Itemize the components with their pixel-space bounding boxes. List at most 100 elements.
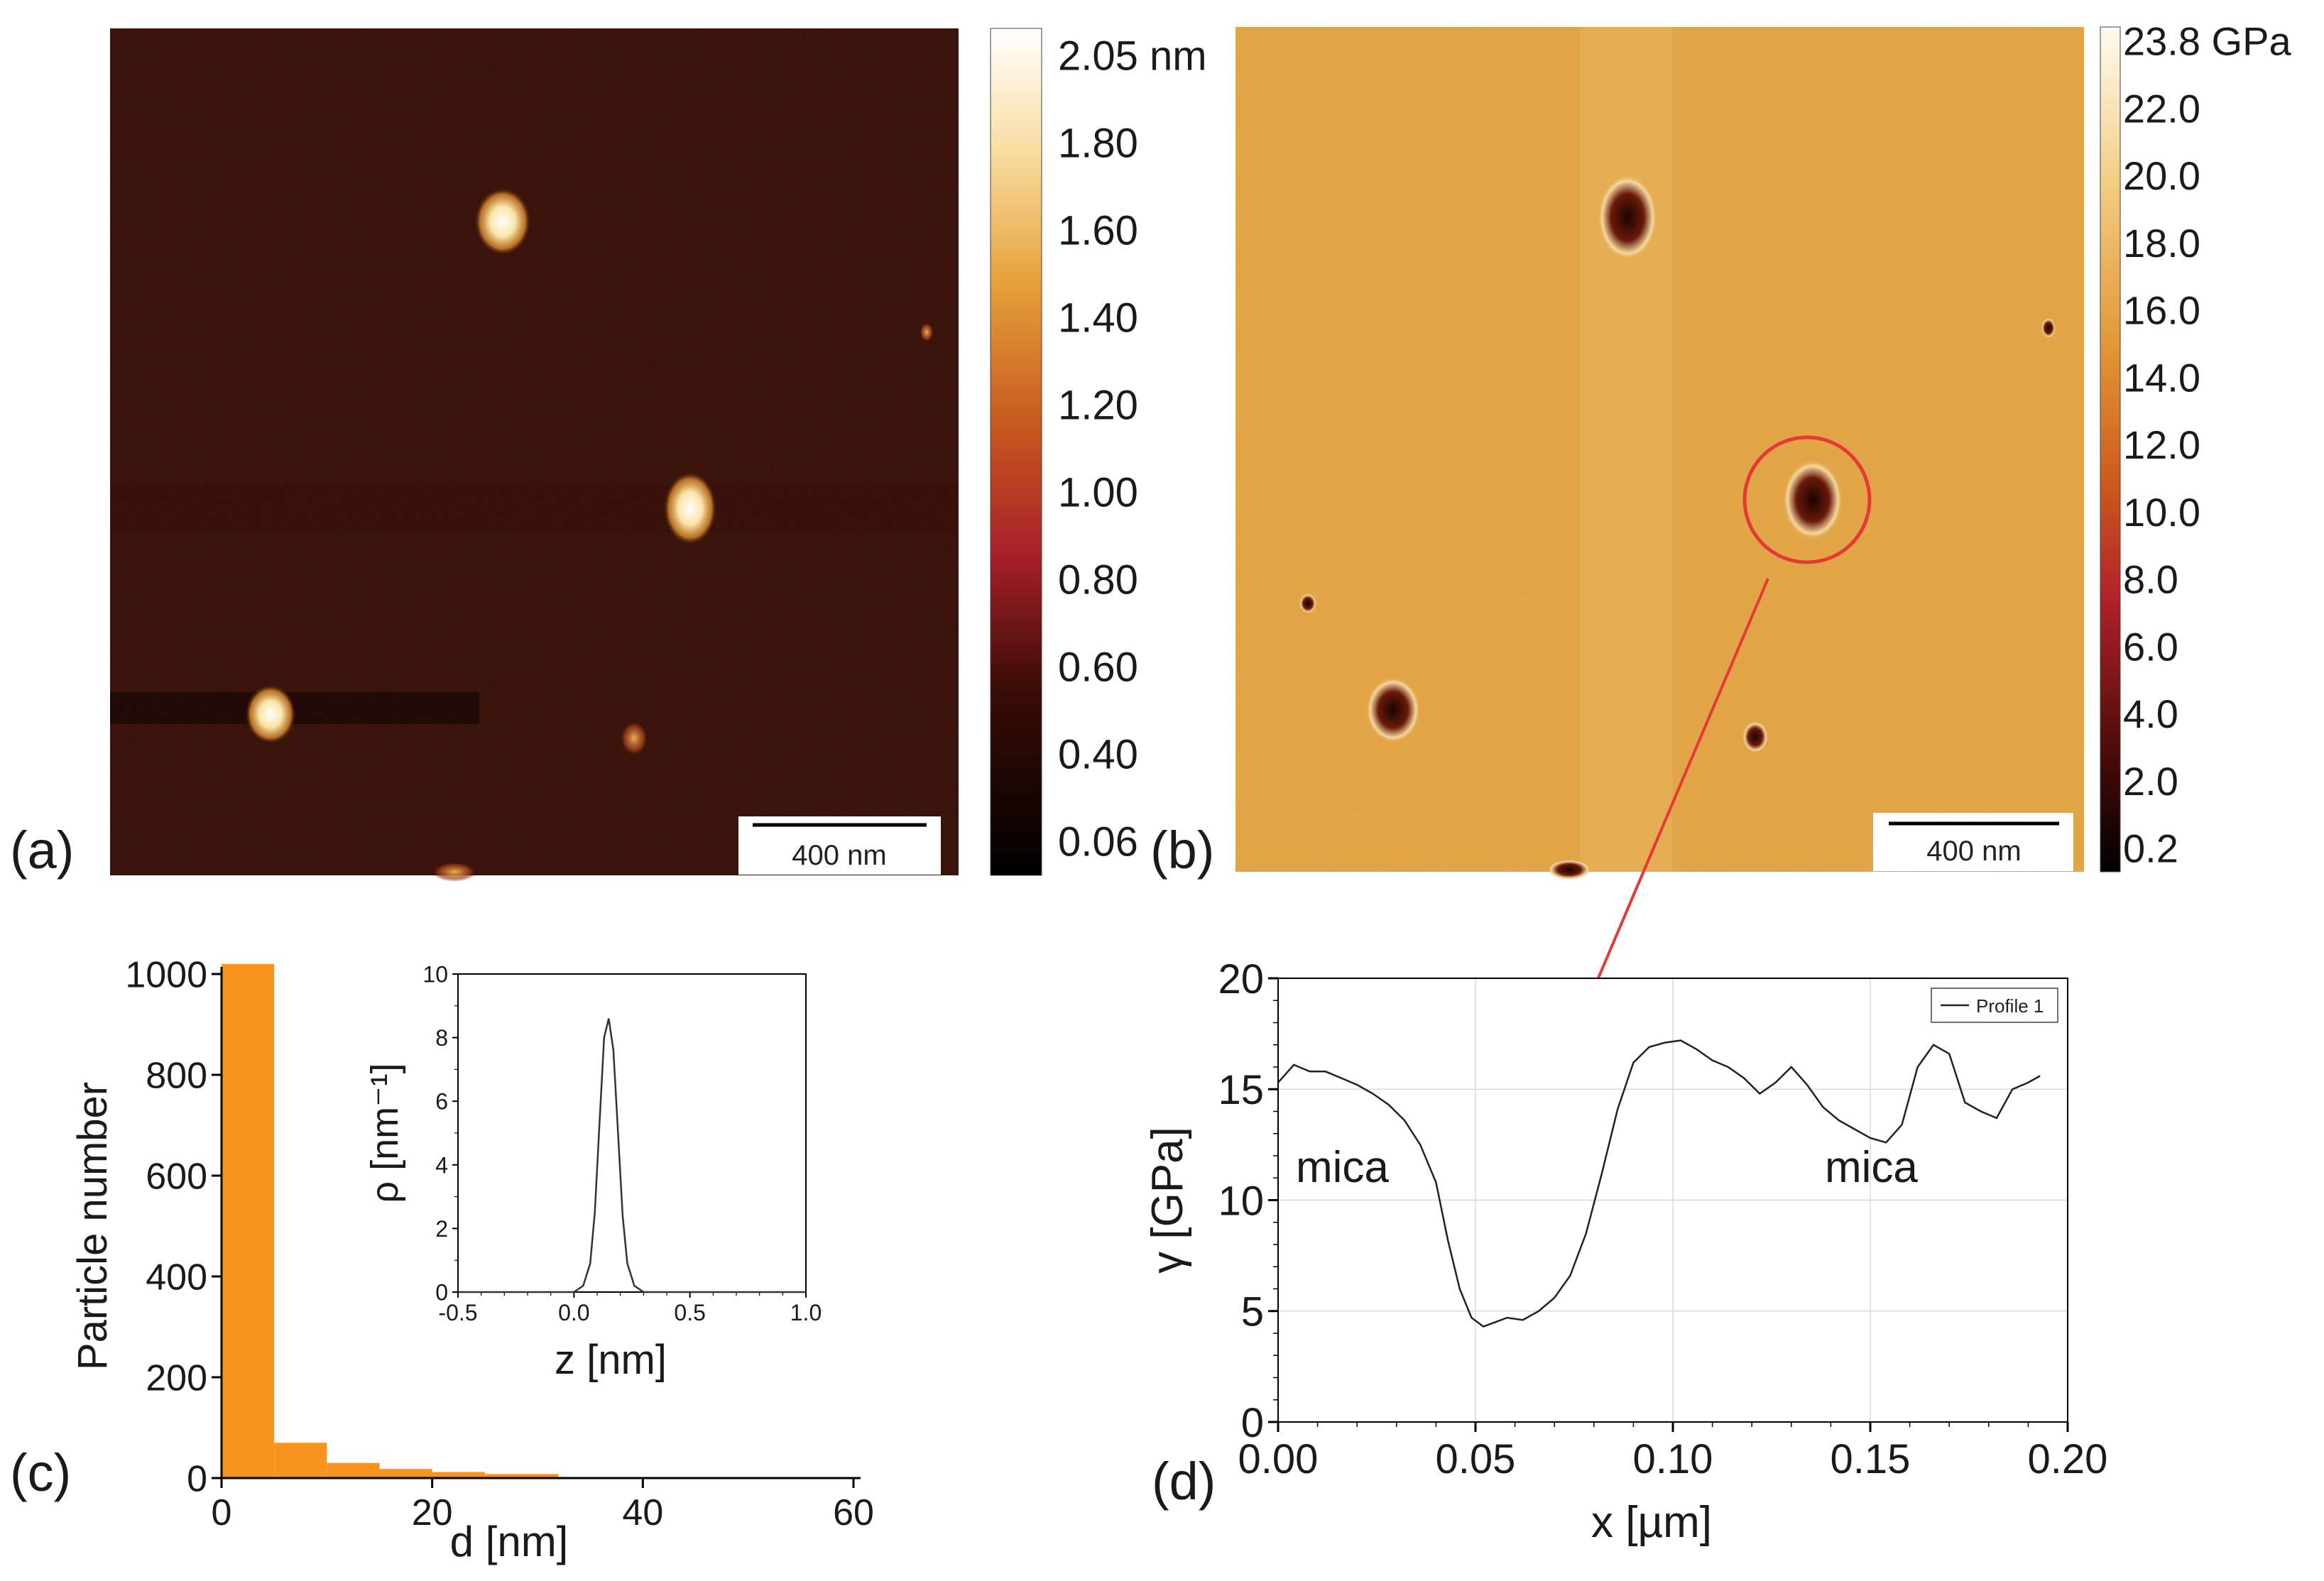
scale-bar: 400 nm	[738, 816, 941, 875]
colorbar-tick-label: 16.0	[2123, 288, 2200, 333]
x-tick-label: 20	[412, 1492, 453, 1533]
y-axis-label: γ [GPa]	[1143, 1127, 1192, 1274]
inset-x-axis-label: z [nm]	[555, 1337, 667, 1383]
particle	[920, 322, 934, 342]
particle	[663, 471, 717, 545]
y-tick-label: 400	[146, 1257, 207, 1298]
y-axis-label: Particle number	[70, 1082, 116, 1370]
colorbar-tick-label: 1.00	[1058, 469, 1138, 515]
panel-label-c: (c)	[10, 1443, 71, 1502]
pit	[1598, 175, 1657, 260]
y-tick-label: 800	[146, 1056, 207, 1097]
colorbar-tick-label: 22.0	[2123, 86, 2200, 131]
profile-line	[1277, 1039, 2041, 1328]
histogram-bar	[327, 1462, 380, 1478]
pit	[1742, 721, 1768, 753]
x-axis-label: d [nm]	[450, 1518, 569, 1565]
x-tick-label: 0.5	[674, 1300, 705, 1325]
x-axis-label: x [µm]	[1591, 1498, 1712, 1547]
pit	[1299, 593, 1316, 613]
x-tick-label: 0.15	[1831, 1436, 1911, 1482]
scale-bar-label: 400 nm	[792, 840, 886, 871]
x-tick-label: 0.05	[1436, 1436, 1516, 1482]
colorbar-tick-label: 4.0	[2123, 691, 2178, 736]
y-tick-label: 200	[146, 1358, 207, 1399]
colorbar-tick-label: 12.0	[2123, 422, 2200, 467]
colorbar-tick-label: 1.20	[1058, 382, 1138, 428]
y-tick-label: 5	[1241, 1289, 1264, 1335]
y-tick-label: 4	[435, 1152, 448, 1178]
colorbar-tick-label: 6.0	[2123, 624, 2178, 669]
histogram-bar	[484, 1474, 559, 1478]
y-tick-label: 15	[1218, 1067, 1264, 1113]
x-tick-label: 0.00	[1238, 1436, 1319, 1482]
height-map	[110, 28, 959, 882]
annotation-mica-left: mica	[1296, 1143, 1389, 1192]
colorbar-tick-label: 14.0	[2123, 355, 2200, 400]
histogram-bar	[432, 1472, 485, 1478]
colorbar-tick-label: 0.2	[2123, 826, 2178, 871]
panel-label-d: (d)	[1152, 1452, 1216, 1511]
inset-y-axis-label: ρ [nm⁻¹]	[364, 1063, 406, 1203]
x-tick-label: 0.10	[1633, 1436, 1713, 1482]
panel-b: 400 nm (b) 23.8 GPa 22.0 20.0 18.0 16.0 14.0 1…	[1150, 19, 2291, 880]
x-tick-label: 0.20	[2028, 1436, 2108, 1482]
y-tick-label: 10	[422, 962, 448, 988]
colorbar-b: 23.8 GPa 22.0 20.0 18.0 16.0 14.0 12.0 10.0 8.0 6…	[2100, 19, 2291, 872]
panel-label-a: (a)	[10, 821, 74, 880]
y-tick-label: 2	[435, 1216, 448, 1242]
x-tick-label: 1.0	[790, 1300, 822, 1325]
histogram-bar	[222, 963, 275, 1478]
colorbar-tick-label: 10.0	[2123, 490, 2200, 535]
particle	[620, 721, 648, 756]
colorbar-tick-label: 1.80	[1058, 120, 1138, 166]
y-tick-label: 10	[1218, 1178, 1264, 1224]
modulus-map	[1235, 27, 2084, 880]
colorbar-tick-label: 0.06	[1058, 819, 1138, 865]
y-tick-label: 0	[1241, 1400, 1264, 1446]
colorbar-tick-label: 1.40	[1058, 295, 1138, 341]
x-tick-label: -0.5	[438, 1300, 477, 1325]
plot-frame	[1277, 978, 2068, 1423]
histogram-bar	[379, 1469, 432, 1478]
y-tick-label: 20	[1218, 956, 1264, 1002]
colorbar-tick-label: 1.60	[1058, 207, 1138, 253]
colorbar-tick-label: 20.0	[2123, 153, 2200, 198]
histogram-bar	[274, 1443, 327, 1478]
y-tick-label: 600	[146, 1156, 207, 1198]
particle	[245, 684, 296, 744]
annotation-mica-right: mica	[1825, 1143, 1918, 1192]
colorbar-tick-label: 23.8 GPa	[2123, 19, 2291, 64]
panel-a: 400 nm (a) 2.05 nm 1.80 1.60 1.40 1.20 1.00 0.…	[10, 28, 1207, 882]
particle	[432, 862, 477, 882]
colorbar-tick-label: 0.40	[1058, 731, 1138, 777]
scale-bar: 400 nm	[1873, 813, 2073, 871]
y-tick-label: 1000	[125, 955, 207, 996]
x-tick-label: 40	[622, 1492, 663, 1533]
highlight-circle	[1742, 435, 1872, 564]
pit	[1548, 860, 1591, 880]
panel-label-b: (b)	[1150, 821, 1214, 880]
y-tick-label: 0	[435, 1280, 448, 1306]
y-tick-label: 6	[435, 1089, 448, 1115]
panel-d: 0.00 0.05 0.10 0.15 0.20 0 5 10 15 20 Profile 1 mic…	[1143, 956, 2107, 1547]
y-tick-label: 8	[435, 1025, 448, 1051]
colorbar-tick-label: 2.0	[2123, 759, 2178, 804]
x-tick-label: 60	[833, 1492, 874, 1533]
colorbar-tick-label: 18.0	[2123, 221, 2200, 266]
density-curve	[458, 1018, 806, 1293]
colorbar-a: 2.05 nm 1.80 1.60 1.40 1.20 1.00 0.80 0.60 0.40 0…	[990, 28, 1207, 876]
colorbar-tick-label: 2.05 nm	[1058, 33, 1207, 79]
x-tick-label: 0	[212, 1492, 232, 1533]
legend: Profile 1	[1931, 988, 2058, 1023]
pit	[1366, 677, 1420, 743]
y-tick-label: 0	[187, 1459, 207, 1500]
colorbar-tick-label: 0.60	[1058, 644, 1138, 690]
particle	[474, 187, 531, 256]
colorbar-tick-label: 0.80	[1058, 557, 1138, 603]
pit	[2041, 318, 2056, 338]
x-tick-label: 0.0	[558, 1300, 589, 1325]
legend-label: Profile 1	[1976, 995, 2044, 1017]
